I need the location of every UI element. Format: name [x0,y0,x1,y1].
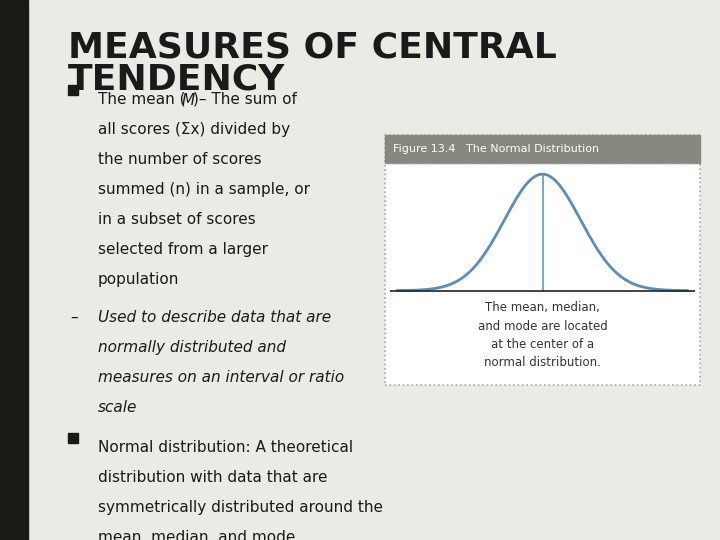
Text: The mean (: The mean ( [98,92,186,107]
Text: The mean, median,
and mode are located
at the center of a
normal distribution.: The mean, median, and mode are located a… [477,301,608,368]
Text: Used to describe data that are: Used to describe data that are [98,310,331,325]
Text: scale: scale [98,400,138,415]
Text: Normal distribution: A theoretical: Normal distribution: A theoretical [98,440,353,455]
Bar [0,0,28,540]
Text: selected from a larger: selected from a larger [98,242,268,257]
Text: )– The sum of: )– The sum of [193,92,297,107]
Text: in a subset of scores: in a subset of scores [98,212,256,227]
Text: Figure 13.4   The Normal Distribution: Figure 13.4 The Normal Distribution [393,144,599,154]
Text: TENDENCY: TENDENCY [68,63,285,97]
Text: $\it{M}$: $\it{M}$ [181,92,196,108]
Bar [68,85,78,95]
Text: summed (n) in a sample, or: summed (n) in a sample, or [98,182,310,197]
Text: –: – [70,310,78,325]
Text: measures on an interval or ratio: measures on an interval or ratio [98,370,344,385]
Text: symmetrically distributed around the: symmetrically distributed around the [98,500,383,515]
Text: mean, median, and mode: mean, median, and mode [98,530,295,540]
Text: MEASURES OF CENTRAL: MEASURES OF CENTRAL [68,30,557,64]
Text: population: population [98,272,179,287]
Text: normally distributed and: normally distributed and [98,340,286,355]
Bar [68,433,78,443]
Bar [385,135,700,163]
Text: the number of scores: the number of scores [98,152,261,167]
Bar [385,135,700,385]
Text: distribution with data that are: distribution with data that are [98,470,328,485]
Text: all scores (Σx) divided by: all scores (Σx) divided by [98,122,290,137]
